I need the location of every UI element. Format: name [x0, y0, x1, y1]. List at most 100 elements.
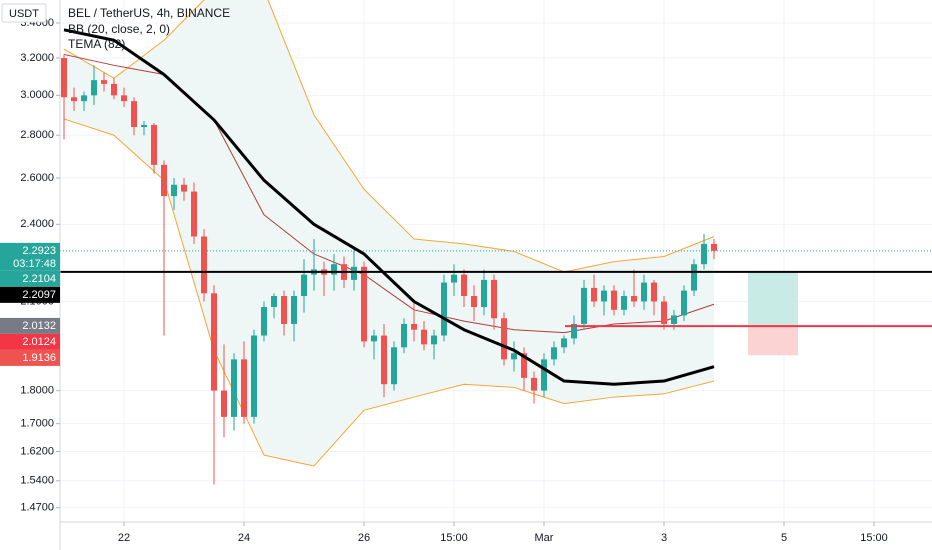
countdown-label: 03:17:48 — [13, 258, 56, 270]
candle-body — [331, 264, 337, 275]
candle-body — [571, 323, 577, 339]
candle-body — [711, 243, 717, 251]
candle-body — [81, 95, 87, 102]
currency: USDT — [9, 8, 39, 20]
candle-body — [381, 335, 387, 385]
price-label: 2.0132 — [22, 320, 56, 332]
candle-body — [551, 347, 557, 360]
tema-line — [63, 28, 715, 386]
chart-title: BEL / TetherUS, 4h, BINANCE — [68, 6, 230, 20]
position-loss — [748, 325, 798, 356]
candle-body — [391, 347, 397, 385]
x-tick-label: 26 — [358, 532, 370, 544]
candle-body — [561, 338, 567, 348]
candle-body — [421, 329, 427, 345]
candle-body — [101, 80, 107, 84]
candle-body — [231, 359, 237, 417]
candle-body — [581, 287, 587, 324]
y-tick-label: 2.4000 — [20, 218, 54, 230]
candle-body — [671, 315, 677, 324]
price-label-box — [0, 286, 60, 303]
candle-body — [501, 318, 507, 360]
candle-body — [641, 282, 647, 302]
candle-body — [371, 335, 377, 342]
x-tick-label: 15:00 — [860, 532, 888, 544]
candle-body — [681, 290, 687, 316]
price-label-box — [0, 333, 60, 350]
candle-body — [181, 184, 187, 192]
bb-lower — [63, 118, 715, 467]
y-tick-label: 3.0000 — [20, 89, 54, 101]
candle-body — [471, 296, 477, 308]
y-tick-label: 1.8000 — [20, 385, 54, 397]
price-label-box — [0, 349, 60, 366]
candle-body — [351, 266, 357, 280]
candle-body — [221, 390, 227, 417]
price-label-box — [0, 242, 60, 271]
y-tick-label: 1.4700 — [20, 502, 54, 514]
candle-body — [71, 97, 77, 102]
candle-body — [491, 279, 497, 319]
price-label: 2.2104 — [22, 273, 56, 285]
candle-body — [431, 335, 437, 345]
candle-body — [691, 264, 697, 291]
x-tick-label: 3 — [661, 532, 667, 544]
axis: 3.40003.20003.00002.80002.60002.40002.10… — [0, 17, 888, 544]
price-label: 2.2097 — [22, 289, 56, 301]
x-tick-label: 15:00 — [440, 532, 468, 544]
candle-body — [621, 296, 627, 310]
x-tick-label: Mar — [535, 532, 554, 544]
candle-body — [171, 184, 177, 197]
y-tick-label: 3.2000 — [20, 52, 54, 64]
position-profit — [748, 271, 798, 326]
candle-body — [481, 279, 487, 308]
y-tick-label: 1.5400 — [20, 475, 54, 487]
candle-body — [601, 290, 607, 302]
plot — [60, 0, 932, 485]
candle-body — [211, 293, 217, 391]
y-tick-label: 1.7000 — [20, 418, 54, 430]
y-tick-label: 2.8000 — [20, 129, 54, 141]
price-label: 2.0124 — [22, 336, 56, 348]
candle-body — [611, 290, 617, 310]
candle-body — [241, 359, 247, 417]
candle-body — [401, 323, 407, 348]
bb-legend: BB (20, close, 2, 0) — [68, 22, 170, 36]
candle-body — [111, 83, 117, 96]
y-tick-label: 1.6200 — [20, 445, 54, 457]
candle-body — [161, 164, 167, 197]
x-tick-label: 5 — [781, 532, 787, 544]
candle-body — [531, 377, 537, 391]
candle-body — [661, 301, 667, 324]
tema-legend: TEMA (82) — [68, 37, 125, 51]
candle-body — [521, 353, 527, 378]
candle-body — [301, 274, 307, 297]
price-label: 2.2923 — [22, 245, 56, 257]
candle-body — [291, 296, 297, 324]
y-tick-label: 2.6000 — [20, 172, 54, 184]
candle-body — [61, 58, 67, 98]
currency-box[interactable] — [1, 3, 47, 23]
candle-body — [271, 296, 277, 308]
candle-body — [651, 282, 657, 302]
candle-body — [411, 323, 417, 330]
candle-body — [151, 124, 157, 165]
candle-body — [541, 359, 547, 391]
candle-body — [91, 80, 97, 96]
x-tick-label: 24 — [238, 532, 250, 544]
candle-body — [701, 243, 707, 265]
candle-body — [511, 353, 517, 360]
candle-body — [451, 274, 457, 283]
candle-body — [461, 274, 467, 297]
candle-body — [121, 95, 127, 102]
candle-body — [141, 124, 147, 128]
candle-body — [191, 191, 197, 237]
candle-body — [131, 101, 137, 128]
bb-upper — [63, 0, 715, 273]
x-tick-label: 22 — [118, 532, 130, 544]
candle-body — [361, 266, 367, 342]
candle-body — [631, 296, 637, 302]
price-label: 1.9136 — [22, 352, 56, 364]
price-label-box — [0, 270, 60, 287]
